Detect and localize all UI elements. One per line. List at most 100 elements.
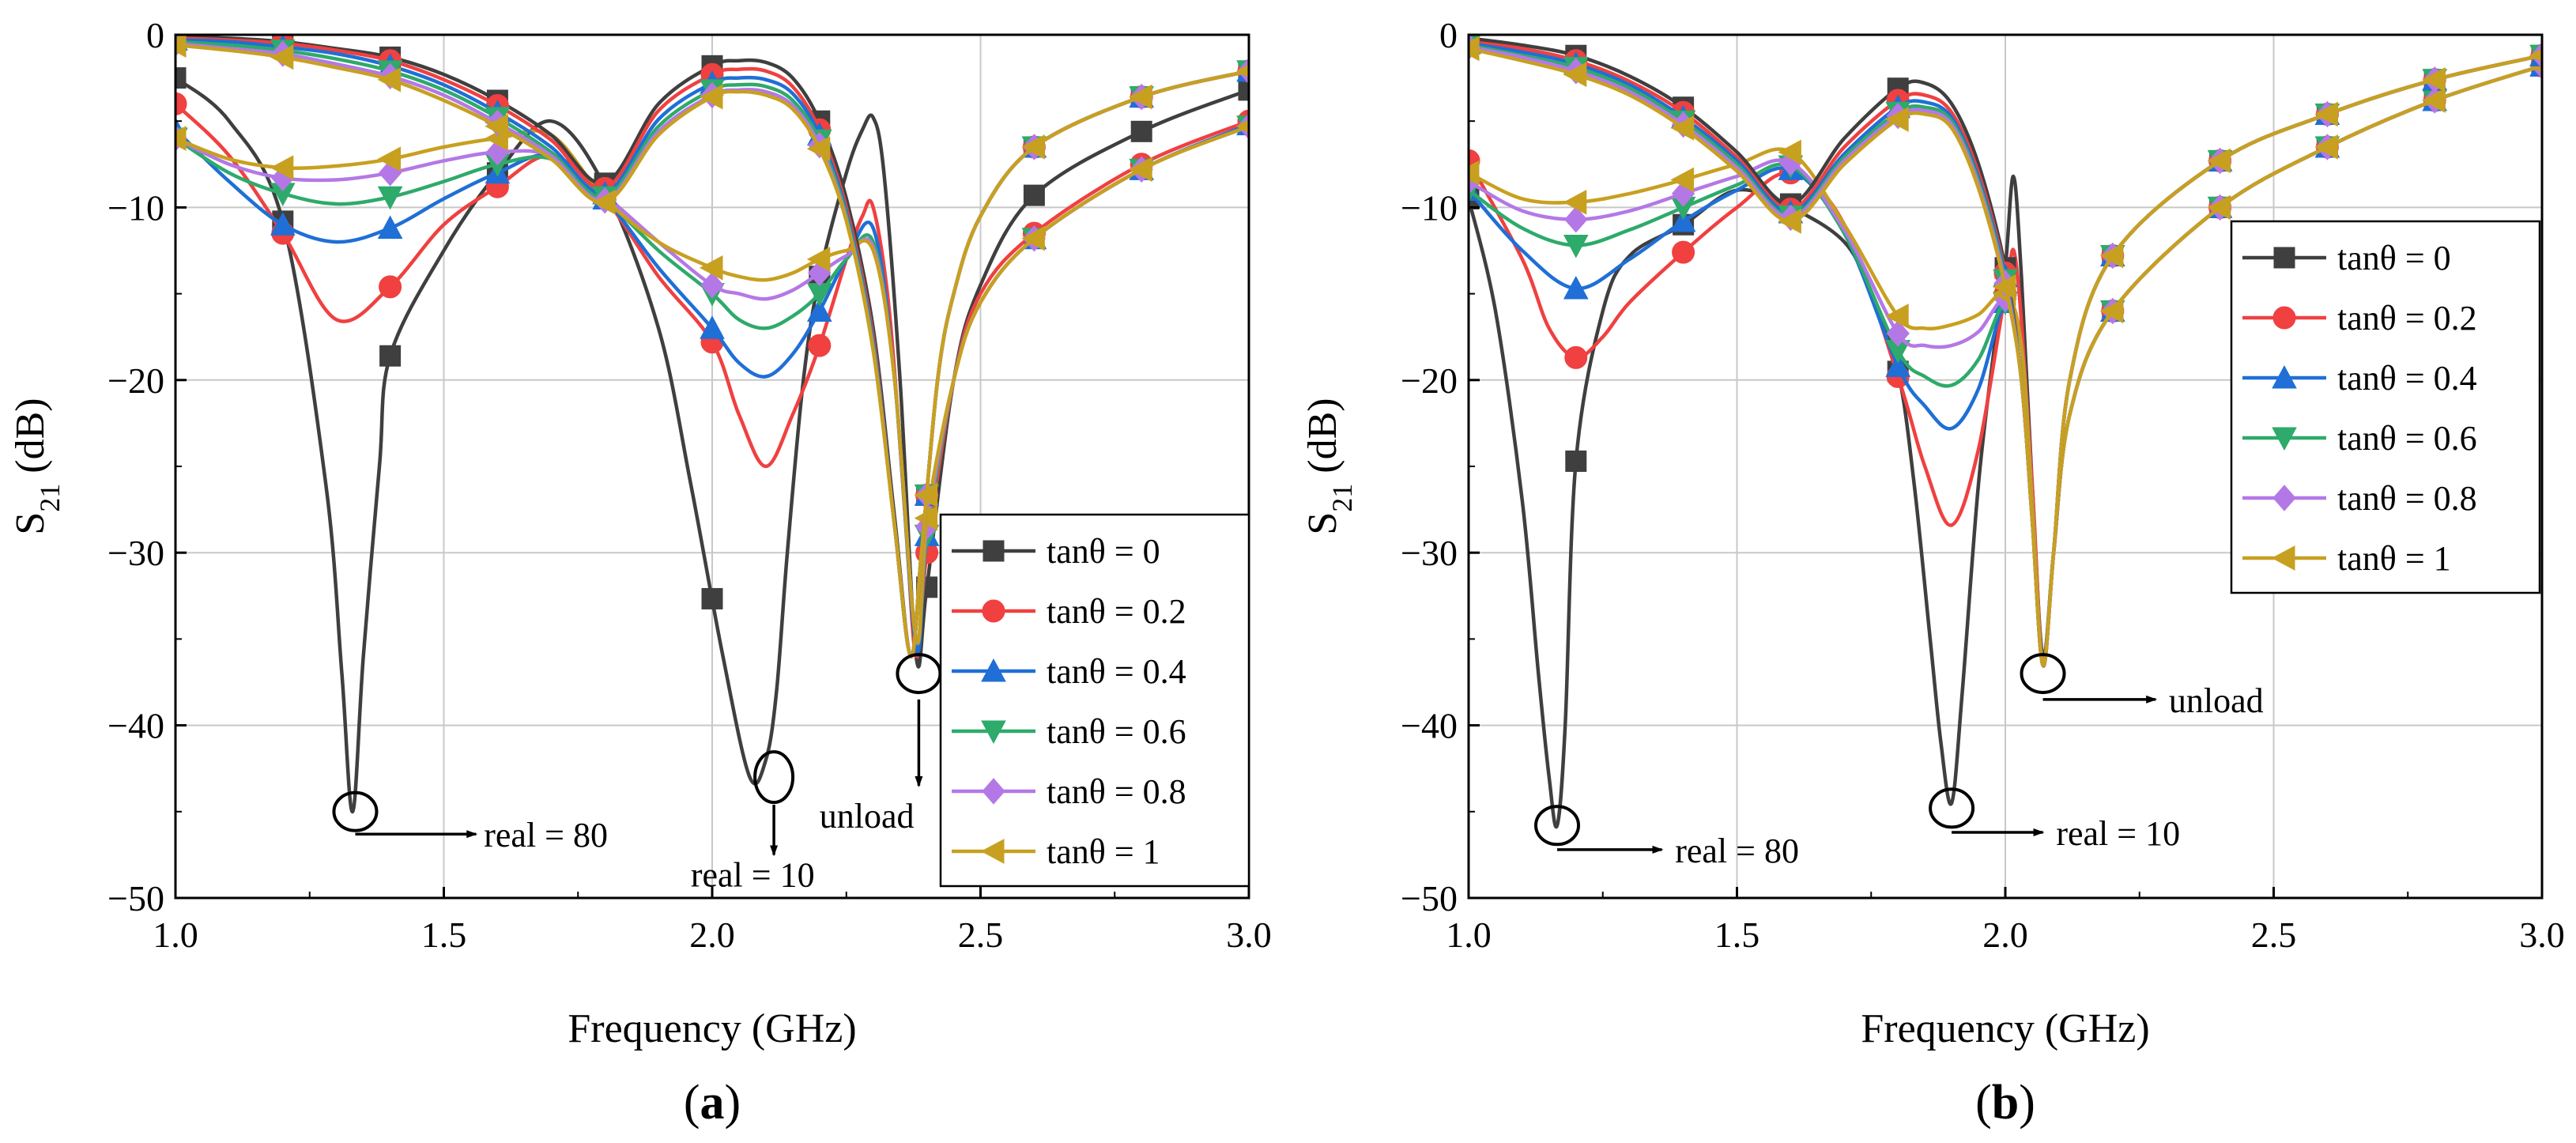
legend-marker [981,658,1006,682]
y-axis-title: S21 (dB) [8,398,66,534]
legend-label: tanθ = 0.2 [1047,592,1186,631]
series-line [175,76,1249,814]
legend-marker [981,720,1006,745]
data-point [485,113,508,139]
annotation-label: real = 80 [484,816,608,854]
annotation-label: unload [2169,681,2264,720]
data-point [2207,194,2231,221]
annotation-unload: unload [2020,653,2264,720]
plot-area [1469,35,2542,829]
x-tick-label: 1.0 [1446,915,1492,955]
legend-label: tanθ = 0.6 [2337,419,2477,458]
data-point [1670,115,1695,141]
legend-label: tanθ = 0.4 [1047,652,1186,691]
legend-item-4: tanθ = 0.8 [2242,479,2477,518]
data-point [808,334,832,357]
data-point [1469,160,1480,186]
y-tick-label: 0 [146,15,164,55]
legend-marker [2273,247,2295,269]
legend-item-2: tanθ = 0.4 [952,652,1186,691]
y-tick-label: −30 [1401,533,1458,573]
annotation-real10: real = 10 [691,750,815,894]
legend-item-2: tanθ = 0.4 [2242,359,2477,398]
data-point [175,67,187,89]
data-point [1563,275,1589,300]
x-tick-label: 2.5 [958,915,1004,955]
series-line [1469,64,2542,668]
legend-item-5: tanθ = 1 [952,832,1160,871]
x-tick-label: 1.0 [153,915,198,955]
y-tick-label: −20 [107,360,164,401]
legend-marker [983,540,1005,562]
data-point [175,92,187,115]
data-point [700,271,724,299]
data-point [377,146,402,172]
legend-label: tanθ = 0.6 [1047,712,1186,751]
data-point [1129,157,1152,183]
data-point [270,212,296,236]
data-point [1885,107,1909,132]
annotation-circle [2020,653,2066,695]
legend-box [939,513,1250,888]
series-upper-5 [1469,36,2542,667]
y-axis: 0 −10 −20 −30 −40 −50 [1401,15,1480,919]
legend-label: tanθ = 0 [2337,239,2451,277]
legend-item-0: tanθ = 0 [2242,239,2451,277]
annotation-label: real = 10 [2056,814,2180,853]
legend-marker [2272,485,2296,511]
annotation-real80: real = 80 [332,790,608,854]
annotations: real = 80 real = 10 unload [1534,653,2264,870]
annotation-circle [1929,787,1975,829]
legend-label: tanθ = 0.8 [1047,772,1186,811]
series-upper-5 [175,35,1249,658]
y-tick-label: −20 [1401,360,1458,401]
data-point [1672,240,1695,264]
y-tick-label: 0 [1439,15,1458,55]
data-point [2314,134,2338,160]
data-point [1992,274,2016,300]
plot-area [175,35,1249,814]
data-point [2314,101,2338,127]
legend-marker [2271,545,2295,571]
data-point [1778,139,1801,165]
legend: tanθ = 0 tanθ = 0.2 tanθ = 0.4 tanθ = 0.6 ta… [2230,220,2541,594]
data-point [1670,208,1696,232]
annotation-label: unload [820,797,915,836]
legend-box [2230,220,2541,594]
legend-label: tanθ = 0.2 [2337,299,2477,338]
panel-b: 1.0 1.5 2.0 2.5 3.0 0 −10 −20 −30 −40 −50 Frequency… [1300,15,2565,1130]
annotation-circle [332,790,379,832]
data-point [270,155,294,181]
panel-a: 1.0 1.5 2.0 2.5 3.0 0 −10 −20 −30 −40 −50 Frequency… [8,15,1272,1130]
data-point [377,186,403,210]
legend-marker [2272,364,2297,389]
legend-label: tanθ = 0 [1047,532,1160,571]
data-point [1563,234,1589,258]
legend-item-1: tanθ = 0.2 [2242,299,2477,338]
legend-item-0: tanθ = 0 [952,532,1160,571]
data-point [379,345,402,367]
x-tick-label: 2.0 [689,915,735,955]
data-point [806,298,832,322]
x-axis-title: Frequency (GHz) [568,1006,856,1051]
data-point [914,482,938,508]
data-point [1886,320,1910,347]
annotation-label: real = 10 [691,855,815,894]
x-tick-label: 3.0 [2519,915,2565,955]
series-line [175,124,1249,644]
data-point [1129,84,1152,110]
data-point [806,247,831,272]
data-point [270,44,294,70]
data-point [1885,353,1911,377]
legend-label: tanθ = 1 [2337,539,2451,578]
annotation-real80: real = 80 [1534,805,1799,870]
annotation-label: real = 80 [1675,832,1799,870]
annotation-circle [753,750,795,805]
data-point [1563,62,1587,88]
annotation-real10: real = 10 [1929,787,2180,853]
data-point [175,35,187,58]
legend-label: tanθ = 0.4 [2337,359,2477,398]
data-point [1021,225,1045,251]
